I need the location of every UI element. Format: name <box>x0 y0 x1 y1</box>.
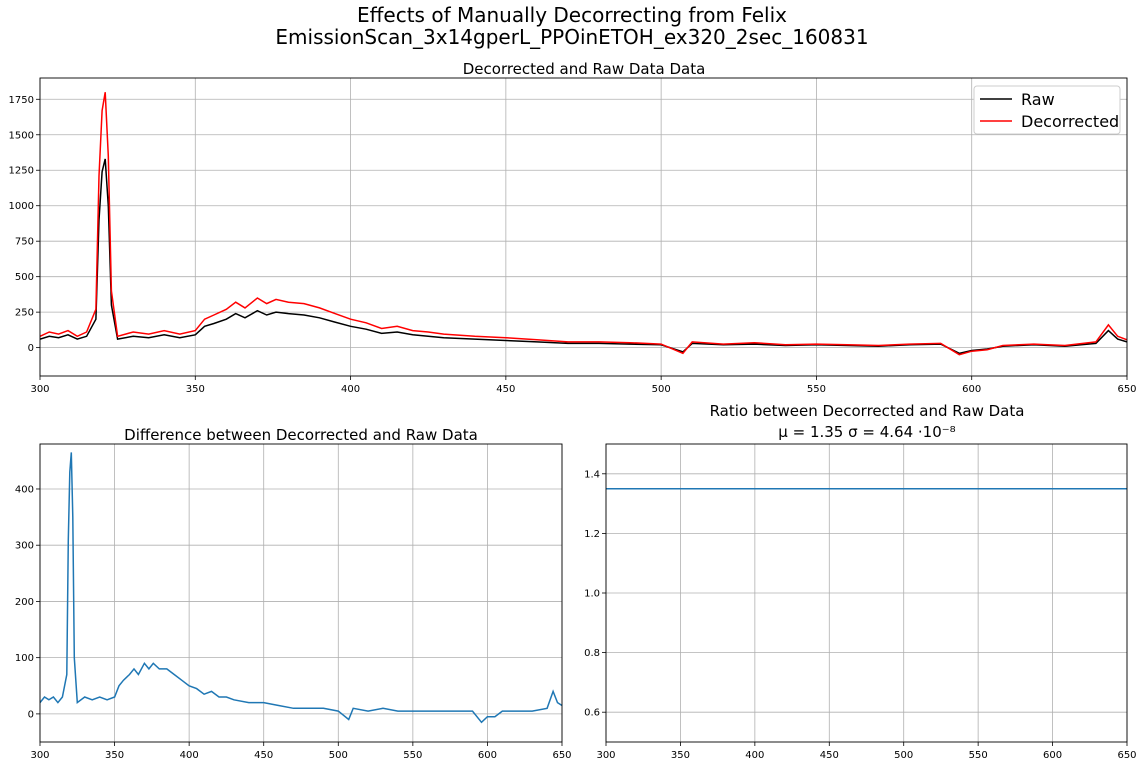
series-line-raw <box>40 158 1127 355</box>
top-ytick-label: 1250 <box>9 166 34 177</box>
top-ytick-label: 1750 <box>9 95 34 106</box>
top-xtick-label: 350 <box>186 384 205 395</box>
diff-ytick-label: 100 <box>15 653 34 664</box>
ratio-xtick-label: 350 <box>671 750 690 761</box>
top-xtick-label: 500 <box>652 384 671 395</box>
ratio-xtick-label: 650 <box>1117 750 1136 761</box>
series-line-decorrected <box>40 92 1127 356</box>
ratio-xtick-label: 500 <box>894 750 913 761</box>
diff-ytick-label: 0 <box>28 709 34 720</box>
legend-box <box>973 85 1121 135</box>
top-xtick-label: 300 <box>30 384 49 395</box>
diff-xtick-label: 450 <box>254 750 273 761</box>
top-ytick-label: 750 <box>15 237 34 248</box>
diff-ytick-label: 400 <box>15 484 34 495</box>
legend-label-raw: Raw <box>1021 90 1055 109</box>
top-xtick-label: 650 <box>1117 384 1136 395</box>
ratio-ytick-label: 1.0 <box>584 589 600 600</box>
top-ytick-label: 500 <box>15 272 34 283</box>
diff-xtick-label: 600 <box>478 750 497 761</box>
diff-series-line <box>40 452 562 724</box>
ratio-ytick-label: 0.6 <box>584 708 600 719</box>
diff-xtick-label: 550 <box>403 750 422 761</box>
ratio-xtick-label: 300 <box>596 750 615 761</box>
ratio-ytick-label: 1.4 <box>584 469 600 480</box>
top-ytick-label: 1000 <box>9 201 34 212</box>
diff-xtick-label: 500 <box>329 750 348 761</box>
top-ytick-label: 1500 <box>9 130 34 141</box>
ratio-xtick-label: 550 <box>969 750 988 761</box>
diff-ytick-label: 300 <box>15 541 34 552</box>
diff-xtick-label: 350 <box>105 750 124 761</box>
ratio-ytick-label: 1.2 <box>584 529 600 540</box>
ratio-chart: Ratio between Decorrected and Raw Data μ… <box>584 402 1136 761</box>
figure-title-line1: Effects of Manually Decorrecting from Fe… <box>357 3 787 27</box>
ratio-chart-title: Ratio between Decorrected and Raw Data <box>710 402 1025 420</box>
top-ytick-label: 250 <box>15 308 34 319</box>
top-xtick-label: 450 <box>496 384 515 395</box>
difference-chart: Difference between Decorrected and Raw D… <box>15 426 572 761</box>
top-axes-frame <box>39 77 1128 377</box>
ratio-xtick-label: 600 <box>1043 750 1062 761</box>
ratio-xtick-label: 400 <box>745 750 764 761</box>
legend-label-decorrected: Decorrected <box>1021 112 1119 131</box>
top-xtick-label: 550 <box>807 384 826 395</box>
difference-chart-title: Difference between Decorrected and Raw D… <box>124 426 478 444</box>
diff-xtick-label: 400 <box>180 750 199 761</box>
figure-title-line2: EmissionScan_3x14gperL_PPOinETOH_ex320_2… <box>275 25 868 49</box>
top-chart-title: Decorrected and Raw Data Data <box>463 60 706 78</box>
diff-xtick-label: 650 <box>552 750 571 761</box>
top-xtick-label: 400 <box>341 384 360 395</box>
top-xtick-label: 600 <box>962 384 981 395</box>
diff-axes-frame <box>39 443 563 743</box>
ratio-xtick-label: 450 <box>820 750 839 761</box>
top-ytick-label: 0 <box>28 343 34 354</box>
ratio-ytick-label: 0.8 <box>584 648 600 659</box>
diff-ytick-label: 200 <box>15 597 34 608</box>
top-chart: Decorrected and Raw Data Data 300 350 400 4… <box>9 60 1137 395</box>
ratio-chart-subtitle: μ = 1.35 σ = 4.64 ·10⁻⁸ <box>778 423 955 441</box>
diff-xtick-label: 300 <box>30 750 49 761</box>
